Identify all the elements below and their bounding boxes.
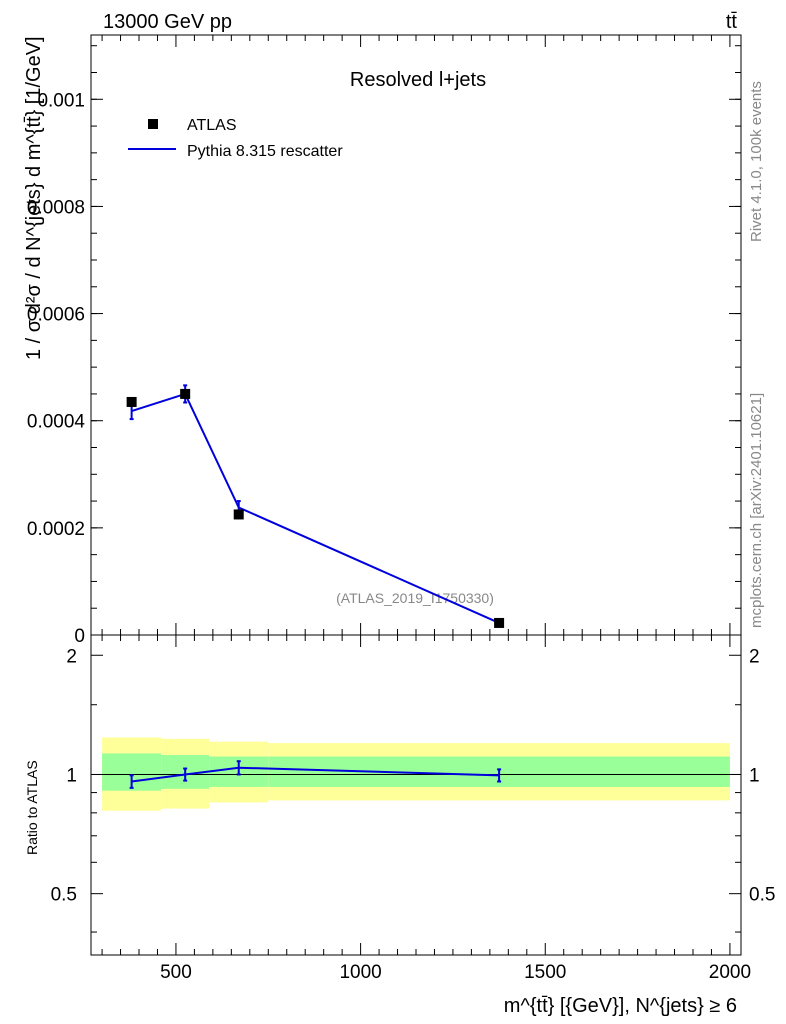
ratio-y-tick-label-right: 0.5 xyxy=(749,885,775,906)
ratio-tick-labels: 0.5 0.5 1 1 2 2 xyxy=(51,646,776,905)
rivet-note: Rivet 4.1.0, 100k events xyxy=(748,81,765,242)
atlas-point xyxy=(233,509,244,520)
legend-atlas-label: ATLAS xyxy=(187,117,237,134)
atlas-point xyxy=(494,617,505,628)
plot-title: Resolved l+jets xyxy=(350,69,486,91)
y-tick-label: 0.0006 xyxy=(27,305,85,326)
ratio-y-tick-label-right: 2 xyxy=(749,646,760,667)
legend-atlas-marker xyxy=(148,119,158,129)
ratio-pythia-line xyxy=(131,766,500,783)
main-data-marks xyxy=(126,384,505,628)
ratio-y-axis-label: Ratio to ATLAS xyxy=(24,760,40,855)
y-tick-label: 0.0008 xyxy=(27,197,85,218)
x-axis-label: m^{tt̄} [{GeV}], N^{jets} ≥ 6 xyxy=(504,995,737,1017)
ratio-ticks xyxy=(91,635,741,955)
y-tick-label: 0 xyxy=(74,626,85,647)
x-tick-label: 1000 xyxy=(339,962,381,983)
header-process: tt̄ xyxy=(726,11,738,33)
main-y-axis-label: 1 / σ d²σ / d N^{jets} d m^{tt̄} [1/GeV] xyxy=(23,36,45,360)
ratio-data-marks xyxy=(129,760,502,789)
ratio-y-tick-label-left: 0.5 xyxy=(51,885,77,906)
mcplots-note: mcplots.cern.ch [arXiv:2401.10621] xyxy=(748,393,765,628)
x-tick-labels: 500 1000 1500 2000 xyxy=(160,962,751,983)
y-tick-label: 0.001 xyxy=(37,90,85,111)
header-energy: 13000 GeV pp xyxy=(103,11,232,33)
main-panel: Resolved l+jets (ATLAS_2019_I1750330) 1 … xyxy=(23,34,742,647)
x-tick-label: 1500 xyxy=(524,962,566,983)
x-tick-label: 2000 xyxy=(709,962,751,983)
y-tick-label: 0.0004 xyxy=(27,412,86,433)
ratio-panel: 0.5 0.5 1 1 2 2 Ratio to ATLAS 500 1000 1500 200… xyxy=(24,634,776,1017)
main-ticks xyxy=(91,35,741,636)
ratio-y-tick-label-left: 2 xyxy=(66,646,77,667)
ratio-y-tick-label-right: 1 xyxy=(749,765,760,786)
legend-pythia-label: Pythia 8.315 rescatter xyxy=(187,143,343,160)
legend: ATLAS Pythia 8.315 rescatter xyxy=(128,117,343,160)
x-tick-label: 500 xyxy=(160,962,192,983)
y-tick-label: 0.0002 xyxy=(27,519,85,540)
atlas-point xyxy=(180,388,191,399)
ratio-y-tick-label-left: 1 xyxy=(66,765,77,786)
main-tick-labels: 0 0.0002 0.0004 0.0006 0.0008 0.001 xyxy=(27,90,86,647)
analysis-watermark: (ATLAS_2019_I1750330) xyxy=(336,590,494,606)
pythia-line xyxy=(131,392,500,624)
ratio-frame xyxy=(90,634,742,956)
atlas-point xyxy=(126,396,137,407)
